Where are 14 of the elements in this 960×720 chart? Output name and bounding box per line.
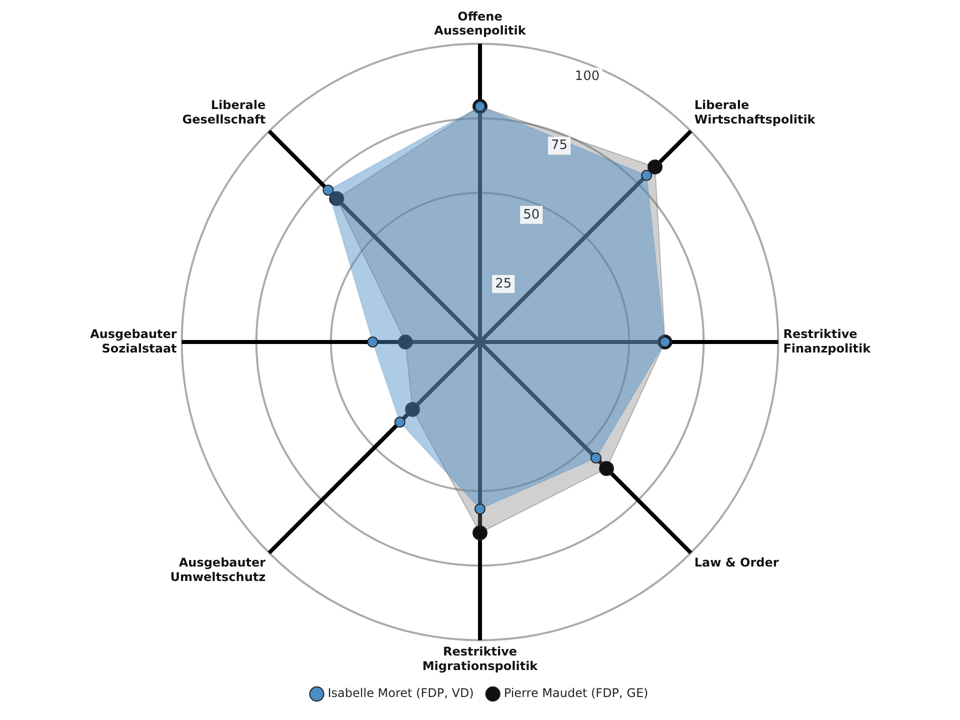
spoke-label: Law & Order <box>694 556 779 570</box>
spoke-label: Restriktive Migrationspolitik <box>422 644 539 673</box>
spoke-label: Restriktive Finanzpolitik <box>783 326 872 356</box>
spoke-label: Liberale Wirtschaftspolitik <box>694 98 816 127</box>
y-tick-label: 25 <box>495 276 512 292</box>
spoke-label: Liberale Gesellschaft <box>182 98 266 127</box>
y-tick-label: 100 <box>574 69 600 84</box>
legend-label: Isabelle Moret (FDP, VD) <box>328 686 474 700</box>
y-tick-label: 75 <box>551 138 568 154</box>
spoke-label: Offene Aussenpolitik <box>434 9 527 38</box>
y-tick-label: 50 <box>523 207 540 222</box>
spoke-label: Ausgebauter Sozialstaat <box>90 326 178 356</box>
spoke-label: Ausgebauter Umweltschutz <box>170 556 266 584</box>
legend-label: Pierre Maudet (FDP, GE) <box>504 686 648 700</box>
